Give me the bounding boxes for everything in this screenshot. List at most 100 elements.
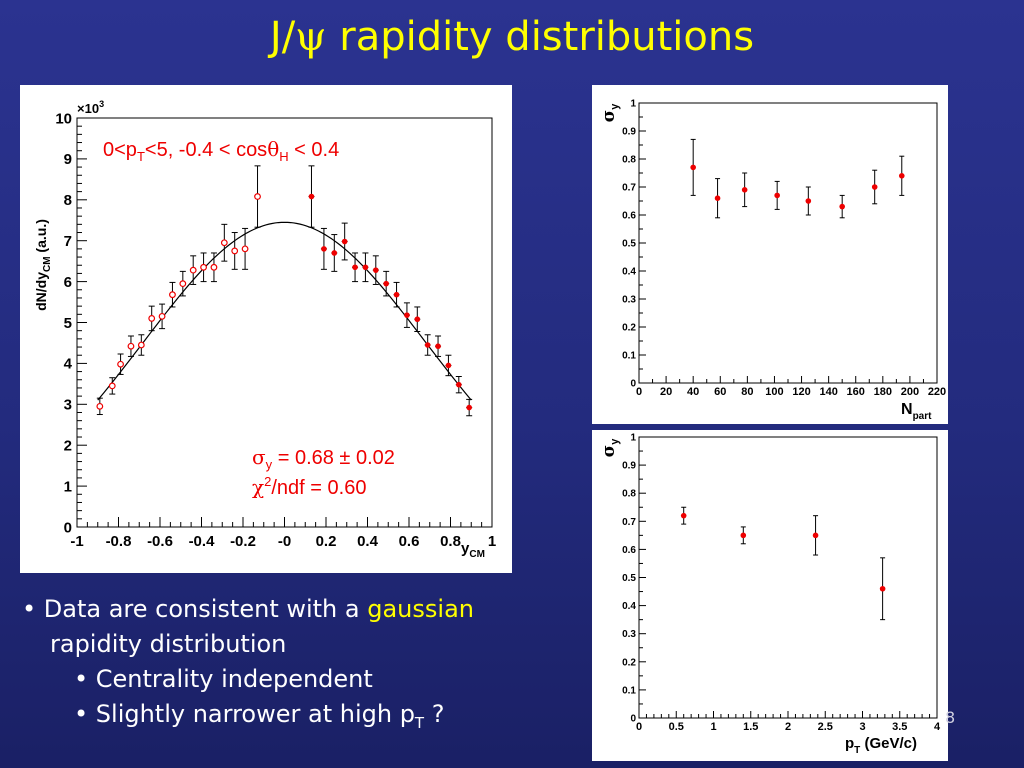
filled-marker <box>456 381 462 388</box>
filled-marker <box>871 184 878 190</box>
x-tick-label: 1 <box>488 533 496 550</box>
y-tick-label: 0.1 <box>622 351 636 362</box>
data-point <box>805 186 812 216</box>
slide-title: J/ψ rapidity distributions <box>0 14 1024 60</box>
data-point <box>383 270 390 297</box>
data-point <box>352 252 359 283</box>
sigma-vs-npart-chart: 0 0.1 0.2 0.3 0.4 0.5 0.6 0.7 0.8 0.9 1 0 20 40 60 80 10… <box>599 99 946 423</box>
y-tick-label: 7 <box>64 233 72 250</box>
x-tick-label: -0.2 <box>230 533 256 550</box>
data-point <box>308 165 315 228</box>
data-point <box>158 303 166 330</box>
data-point <box>169 281 176 308</box>
rapidity-distribution-panel: 0 1 2 3 4 5 6 7 8 9 10 -1 -0.8 -0.6 -0.4 -0.2 -0 0.2 0.4 0.… <box>20 85 512 573</box>
x-tick-label: 4 <box>934 721 941 733</box>
data-point <box>341 222 348 261</box>
data-point <box>445 354 452 377</box>
x-tick-label: 0.8 <box>440 533 461 550</box>
x-tick-label: 1.5 <box>743 721 758 733</box>
x-tick-label: 3 <box>859 721 865 733</box>
x-tick-label: 0 <box>636 721 642 733</box>
open-marker <box>127 342 135 350</box>
sub-bullet-tail: ? <box>424 700 445 728</box>
x-tick-label: 60 <box>714 386 726 398</box>
y-tick-label: 0.9 <box>622 461 636 472</box>
rapidity-distribution-chart: 0 1 2 3 4 5 6 7 8 9 10 -1 -0.8 -0.6 -0.4 -0.2 -0 0.2 0.4 0.… <box>33 99 496 560</box>
y-tick-label: 0.3 <box>622 629 636 640</box>
data-point <box>372 255 379 285</box>
data-point <box>231 232 239 270</box>
sigma-vs-npart-panel: 0 0.1 0.2 0.3 0.4 0.5 0.6 0.7 0.8 0.9 1 0 20 40 60 80 10… <box>592 85 948 424</box>
bullet-item-gaussian: • Data are consistent with a gaussian <box>22 592 474 627</box>
data-point <box>714 178 721 219</box>
filled-marker <box>373 267 379 273</box>
pt-subscript: T <box>414 713 425 732</box>
data-point <box>96 397 104 416</box>
x-tick-label: -0 <box>278 533 291 550</box>
filled-marker <box>383 280 389 287</box>
npart-y-axis-label: σy <box>599 103 621 123</box>
filled-marker <box>898 173 905 179</box>
x-tick-label: -0.4 <box>189 533 216 550</box>
x-tick-label: 80 <box>741 386 753 398</box>
filled-marker <box>341 238 348 245</box>
x-tick-label: -0.6 <box>147 533 173 550</box>
y-tick-label: 0.4 <box>622 267 636 278</box>
bullet-text: • Data are consistent with a <box>22 595 368 623</box>
y-tick-label: 0.7 <box>622 183 636 194</box>
filled-marker <box>352 264 358 271</box>
x-tick-label: 0.5 <box>669 721 684 733</box>
data-point <box>403 302 410 328</box>
pt-x-axis-label: pT (GeV/c) <box>845 735 917 756</box>
data-point <box>320 227 327 270</box>
selection-cuts-label: 0<pT<5, -0.4 < cosθH < 0.4 <box>103 137 339 164</box>
data-point <box>774 180 780 210</box>
y-tick-label: 1 <box>630 99 636 110</box>
open-marker <box>200 263 207 271</box>
y-tick-label: 9 <box>64 151 72 168</box>
title-psi-symbol: ψ <box>295 14 327 60</box>
data-point <box>137 334 145 356</box>
bullet-continuation: rapidity distribution <box>50 630 287 658</box>
open-marker <box>220 239 228 247</box>
filled-marker <box>774 192 780 199</box>
bullet-list: • Data are consistent with a gaussian ra… <box>22 592 474 741</box>
title-prefix: J/ <box>269 14 296 60</box>
data-point <box>740 526 747 545</box>
filled-marker <box>393 291 400 298</box>
y-tick-label: 2 <box>64 437 72 454</box>
data-point <box>331 234 338 272</box>
filled-marker <box>362 264 369 271</box>
data-point <box>210 252 218 283</box>
plot-frame <box>638 436 938 719</box>
filled-marker <box>308 193 315 200</box>
data-point <box>680 506 687 525</box>
filled-marker <box>740 532 747 539</box>
slide-number: 8 <box>945 708 956 727</box>
filled-marker <box>805 198 812 204</box>
open-marker <box>231 247 239 255</box>
x-tick-label: 0.2 <box>316 533 337 550</box>
y-tick-label: 4 <box>64 356 73 373</box>
y-tick-label: 0.3 <box>622 295 636 306</box>
y-tick-label: 5 <box>64 315 72 332</box>
pt-y-axis-label: σy <box>599 438 621 458</box>
x-tick-label: 0.6 <box>399 533 420 550</box>
open-marker <box>254 193 261 200</box>
data-point <box>466 398 473 417</box>
open-marker <box>137 341 145 349</box>
x-tick-label: 220 <box>928 386 946 398</box>
y-tick-label: 0.5 <box>622 573 636 584</box>
gaussian-fit-curve <box>97 221 472 401</box>
filled-marker <box>879 585 886 592</box>
data-point <box>435 335 442 357</box>
data-point <box>898 155 905 196</box>
highlight-gaussian: gaussian <box>367 595 474 623</box>
x-tick-label: 160 <box>847 386 865 398</box>
y-tick-label: 0 <box>64 519 72 536</box>
y-tick-label: 0.8 <box>622 489 636 500</box>
filled-marker <box>404 312 410 318</box>
filled-marker <box>839 203 845 210</box>
y-tick-label: 0.4 <box>622 601 636 612</box>
data-point <box>362 252 369 283</box>
